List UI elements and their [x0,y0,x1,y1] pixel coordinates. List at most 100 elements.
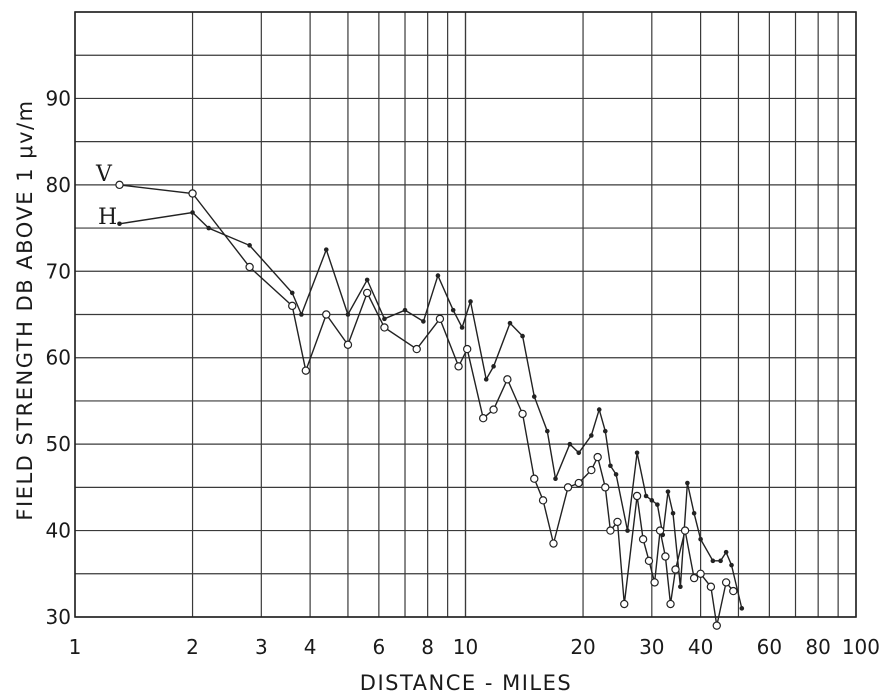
data-point-v [545,428,550,434]
y-tick-label: 70 [46,259,71,283]
x-tick-label: 10 [453,635,478,659]
x-tick-label: 60 [757,635,782,659]
data-point-v [247,243,252,248]
data-point-v [613,472,619,477]
data-point-h [601,483,610,492]
data-point-h [587,465,596,475]
x-tick-label: 30 [639,635,664,659]
data-point-h [538,496,548,505]
x-tick-label: 40 [688,635,713,659]
data-point-v [382,316,387,322]
x-tick-label: 20 [570,635,595,659]
data-point-v [691,510,697,516]
data-point-v [553,476,558,482]
data-point-v [678,584,683,590]
y-tick-label: 40 [46,519,71,543]
data-point-v [402,307,408,313]
data-point-h [574,478,583,488]
data-point-h [454,362,463,371]
data-point-h [489,405,498,414]
data-point-v [206,225,212,231]
y-tick-label: 60 [46,346,71,370]
data-point-h [661,552,670,561]
data-point-h [518,409,527,419]
x-tick-label: 1 [69,635,82,659]
data-point-v [596,407,602,412]
data-point-h [680,526,690,535]
data-point-h [696,569,705,578]
data-point-v [608,463,613,469]
data-point-v [450,307,456,313]
data-point-h [620,599,629,609]
series-markers [115,180,745,630]
data-point-v [364,277,370,283]
y-tick-label: 80 [46,173,71,197]
data-point-v [299,312,304,317]
y-tick-label: 90 [46,86,71,110]
plot-frame [74,11,857,618]
data-point-v [655,502,660,507]
data-point-h [288,301,297,311]
plot-grid [74,11,857,618]
data-point-v [729,562,734,568]
data-point-h [706,582,716,591]
data-point-v [531,394,537,399]
x-axis-label: DISTANCE - MILES [360,671,572,695]
data-point-h [503,375,512,384]
data-point-v [589,433,594,438]
data-point-v [739,606,745,611]
data-point-h [530,474,539,483]
data-point-v [345,312,351,317]
data-point-v [507,320,513,326]
data-point-h [632,491,642,501]
x-tick-label: 100 [842,635,880,659]
tick-labels: 1 2 3 4 6 8 10 20 30 40 60 80 100 30 40 50 60 70 80 90 [46,86,880,659]
data-point-v [520,333,525,339]
y-axis-label: FIELD STRENGTH DB ABOVE 1 μv/m [13,99,37,520]
x-tick-label: 6 [373,635,386,659]
data-point-v [643,493,649,499]
data-point-h [689,573,699,583]
data-point-h [563,483,573,492]
data-point-v [576,450,582,456]
data-point-v [649,498,655,503]
data-point-h [435,314,445,324]
data-point-v [459,325,465,330]
data-point-v [698,536,703,542]
data-point-v [723,549,729,555]
series-label-v: V [95,162,113,187]
data-point-h [322,310,331,319]
data-point-v [483,377,489,382]
data-point-h [301,366,311,375]
data-point-v [670,510,676,516]
data-point-h [721,578,731,587]
data-point-v [710,558,716,564]
data-point-h [462,344,472,354]
data-point-h [606,526,615,535]
data-point-v [435,273,441,278]
data-point-v [421,319,426,324]
series-line-h [119,184,734,626]
data-point-h [638,535,648,544]
data-point-h [613,517,622,527]
data-point-v [665,489,671,494]
data-point-v [685,480,690,486]
y-tick-label: 50 [46,432,71,456]
data-point-v [289,290,295,296]
data-point-h [712,621,721,630]
x-tick-label: 3 [255,635,268,659]
x-tick-label: 8 [421,635,434,659]
data-point-h [478,414,488,423]
data-point-h [380,323,389,332]
data-point-h [655,526,665,535]
y-tick-label: 30 [46,605,71,629]
data-point-v [190,210,195,215]
data-point-h [188,189,197,198]
series-label-h: H [98,205,117,230]
data-point-h [362,288,372,298]
data-point-h [671,565,680,574]
data-point-h [245,262,254,272]
data-point-h [644,556,654,566]
data-point-v [117,221,122,227]
